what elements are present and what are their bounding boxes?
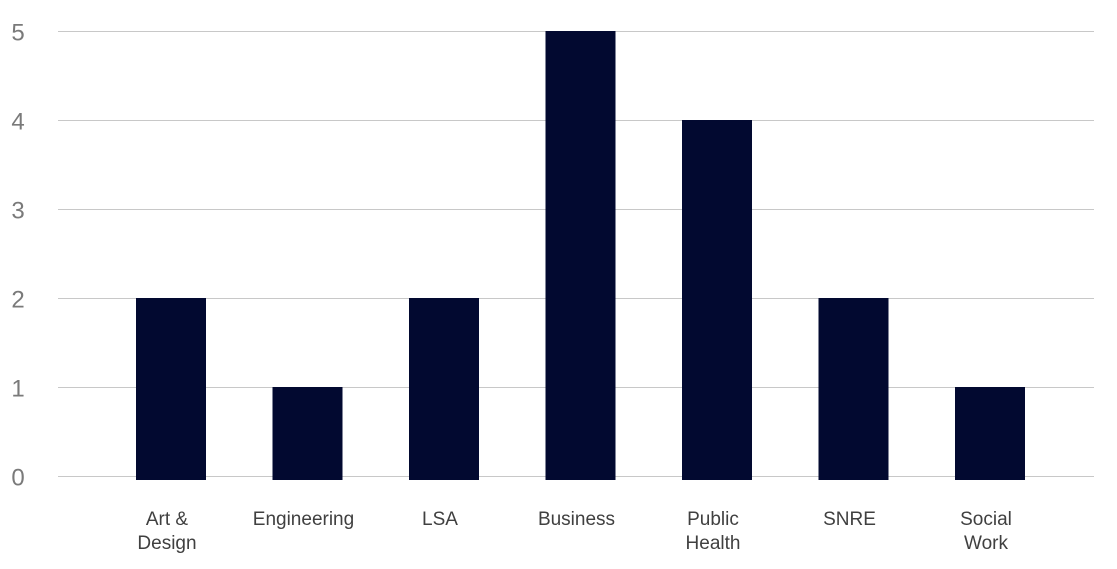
x-tick-label-line: Social (960, 509, 1012, 530)
y-tick-label: 0 (11, 465, 24, 492)
bar (545, 31, 616, 480)
y-tick-label: 1 (11, 376, 24, 403)
x-tick-label: Engineering (253, 509, 354, 530)
y-tick-label: 3 (11, 198, 24, 225)
bar (682, 120, 752, 480)
bar (955, 387, 1025, 480)
y-tick-label: 5 (11, 20, 24, 47)
x-tick-label-line: LSA (422, 509, 458, 530)
x-tick-label: Business (538, 509, 615, 530)
x-tick-label-line: Business (538, 509, 615, 530)
x-tick-label-line: Engineering (253, 509, 354, 530)
x-tick-label-line: SNRE (823, 509, 876, 530)
y-tick-label: 2 (11, 287, 24, 314)
bar (272, 387, 343, 480)
x-tick-label: Social Work (960, 509, 1012, 554)
x-tick-label-line: Art & (146, 509, 189, 530)
y-axis-ticks: 0 1 2 3 4 5 (11, 20, 24, 492)
x-tick-label-line: Public (687, 509, 739, 530)
bar (818, 298, 889, 480)
x-axis-ticks: Art & Design Engineering LSA Business Public H… (137, 509, 1011, 554)
x-tick-label: LSA (422, 509, 458, 530)
x-tick-label-line: Health (686, 533, 741, 554)
x-tick-label: Art & Design (137, 509, 196, 554)
x-tick-label-line: Work (964, 533, 1008, 554)
x-tick-label: Public Health (686, 509, 741, 554)
bar (409, 298, 479, 480)
bar (136, 298, 206, 480)
bars (136, 31, 1025, 480)
y-tick-label: 4 (11, 109, 24, 136)
x-tick-label-line: Design (137, 533, 196, 554)
x-tick-label: SNRE (823, 509, 876, 530)
